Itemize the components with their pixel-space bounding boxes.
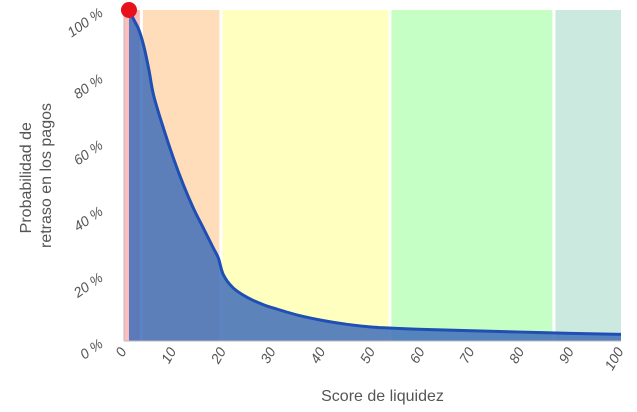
risk-band-5 (553, 10, 621, 341)
y-tick-label: 60 % (70, 137, 105, 168)
y-tick-label: 20 % (70, 269, 106, 301)
x-tick-label: 90 (555, 344, 577, 366)
risk-bands (124, 10, 621, 341)
y-tick-label: 40 % (70, 203, 105, 234)
x-axis-title: Score de liquidez (321, 388, 444, 405)
current-score-marker (120, 2, 137, 18)
y-tick-label: 80 % (70, 71, 105, 102)
series-1-line (127, 9, 622, 336)
marker-layer (120, 2, 137, 18)
x-tick-label: 10 (158, 344, 180, 366)
axes (123, 10, 621, 342)
risk-band-4 (389, 10, 554, 341)
series-1-area (128, 10, 621, 341)
y-axis-title: Probabilidad de retraso en los pagos (18, 103, 55, 248)
x-tick-label: 60 (406, 344, 428, 366)
x-tick-label: 0 (112, 344, 130, 359)
y-axis-title-line-1: Probabilidad de (18, 122, 35, 233)
y-tick-label: 0 % (77, 335, 106, 362)
x-tick-label: 80 (506, 344, 528, 366)
x-tick-labels: 0 10 20 30 40 50 60 70 80 90 100 (112, 344, 627, 372)
x-tick-label: 30 (257, 344, 279, 366)
x-tick-label: 70 (456, 344, 478, 366)
y-axis-title-line-2: retraso en los pagos (38, 103, 55, 248)
x-tick-label: 50 (356, 344, 378, 366)
y-tick-labels: 0 % 20 % 40 % 60 % 80 % 100 % (64, 4, 106, 362)
x-tick-label: 20 (207, 344, 229, 367)
y-tick-label: 100 % (64, 4, 106, 40)
x-tick-label: 40 (307, 344, 329, 366)
x-tick-label: 100 (601, 344, 627, 372)
risk-band-3 (220, 10, 390, 341)
probability-area (127, 9, 622, 341)
